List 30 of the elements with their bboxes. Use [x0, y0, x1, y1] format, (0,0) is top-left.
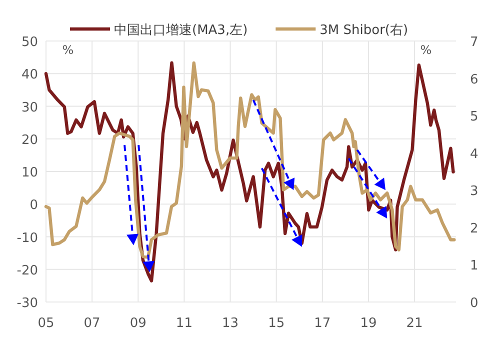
y-tick-label: -10 [16, 230, 38, 246]
x-tick-label: 09 [130, 316, 146, 331]
legend-label: 中国出口增速(MA3,左) [114, 23, 248, 38]
y2-tick-label: 1 [470, 258, 478, 274]
x-tick-label: 17 [314, 316, 331, 331]
y-tick-label: 50 [21, 35, 38, 50]
y2-tick-label: 7 [470, 35, 478, 50]
y2-axis-title: % [420, 43, 432, 57]
y-tick-label: -30 [16, 296, 38, 311]
x-tick-label: 11 [176, 316, 192, 331]
legend-label: 3M Shibor(右) [320, 23, 408, 38]
x-tick-label: 07 [84, 316, 100, 331]
y-tick-label: 10 [21, 166, 38, 180]
y2-tick-label: 4 [470, 146, 478, 162]
y-tick-label: -20 [16, 263, 38, 278]
y2-tick-label: 0 [470, 296, 478, 311]
y2-tick-label: 5 [470, 110, 478, 125]
y-axis-title: % [62, 43, 74, 57]
x-tick-label: 13 [222, 316, 239, 331]
y2-tick-label: 3 [470, 184, 478, 200]
x-tick-label: 15 [268, 316, 285, 331]
x-tick-label: 05 [38, 316, 54, 331]
y2-tick-label: 6 [470, 72, 478, 88]
x-tick-label: 19 [360, 316, 377, 331]
y-tick-label: 20 [21, 132, 38, 148]
x-tick-label: 21 [406, 316, 423, 331]
y-tick-label: 30 [21, 100, 38, 116]
y-tick-label: 40 [21, 68, 38, 83]
y-tick-label: 0 [30, 198, 38, 214]
y2-tick-label: 2 [470, 221, 478, 236]
